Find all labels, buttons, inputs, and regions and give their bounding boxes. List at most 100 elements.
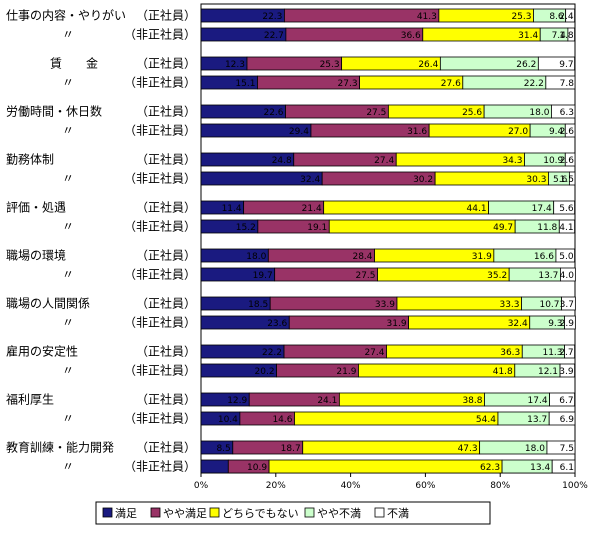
row-group-label: 労働時間・休日数 (6, 104, 102, 119)
bar-segment (323, 200, 490, 215)
data-label: 13.7 (527, 415, 547, 425)
bar-segment (559, 363, 576, 378)
x-tick-label: 100% (562, 481, 588, 491)
row-type-label: （正社員） (136, 392, 196, 407)
data-label: 26.4 (418, 60, 438, 70)
data-label: 25.3 (320, 60, 340, 70)
legend-swatch (102, 507, 113, 518)
data-label: 18.7 (281, 444, 301, 454)
data-label: 25.6 (462, 108, 482, 118)
row-group-label: 〃 (62, 172, 74, 186)
data-label: 27.3 (338, 79, 358, 89)
row-group-label: 職場の環境 (6, 248, 66, 263)
data-label: 2.9 (560, 319, 575, 329)
data-label: 30.3 (526, 175, 546, 185)
data-label: 8.5 (216, 444, 230, 454)
legend-entry: 不満 (387, 507, 409, 520)
legend-swatch (304, 507, 315, 518)
data-label: 11.3 (542, 348, 562, 358)
data-label: 20.2 (255, 367, 275, 377)
row-type-label: （非正社員） (124, 267, 196, 282)
data-label: 27.6 (441, 79, 461, 89)
bar-segment (551, 459, 576, 474)
data-label: 44.1 (467, 204, 487, 214)
row-type-label: （非正社員） (124, 315, 196, 330)
data-label: 9.4 (549, 127, 564, 137)
bar-segment (564, 123, 576, 138)
row-group-label: 〃 (62, 28, 74, 42)
data-label: 41.8 (493, 367, 513, 377)
legend-entry: やや満足 (163, 507, 207, 520)
data-label: 3.9 (559, 367, 574, 377)
data-label: 54.4 (476, 415, 496, 425)
data-label: 22.2 (262, 348, 282, 358)
x-tick-label: 80% (490, 481, 510, 491)
row-group-label: 〃 (62, 316, 74, 330)
bar-segment (200, 459, 229, 474)
data-label: 12.1 (538, 367, 558, 377)
data-label: 33.3 (499, 300, 519, 310)
data-label: 16.6 (534, 252, 554, 262)
data-label: 27.4 (374, 156, 394, 166)
data-label: 14.6 (272, 415, 292, 425)
data-label: 6.9 (560, 415, 575, 425)
data-label: 6.7 (559, 396, 573, 406)
row-group-label: 賃 金 (50, 56, 98, 71)
data-label: 15.2 (236, 223, 256, 233)
row-type-label: （正社員） (136, 344, 196, 359)
row-group-label: 仕事の内容・やりがい (6, 8, 126, 23)
data-label: 62.3 (480, 463, 500, 473)
data-label: 4.1 (559, 223, 573, 233)
data-label: 28.4 (352, 252, 372, 262)
data-label: 7.8 (560, 79, 575, 89)
row-group-label: 評価・処遇 (6, 200, 66, 215)
row-type-label: （正社員） (136, 440, 196, 455)
bar-segment (565, 8, 576, 23)
data-label: 29.4 (289, 127, 309, 137)
data-label: 9.3 (548, 319, 562, 329)
row-type-label: （非正社員） (124, 27, 196, 42)
row-type-label: （非正社員） (124, 75, 196, 90)
data-label: 49.7 (493, 223, 513, 233)
data-label: 6.1 (560, 463, 574, 473)
row-group-label: 〃 (62, 364, 74, 378)
bar-segment (561, 296, 576, 311)
data-label: 1.8 (559, 31, 574, 41)
row-type-label: （正社員） (136, 8, 196, 23)
data-label: 30.2 (413, 175, 433, 185)
data-label: 33.9 (375, 300, 395, 310)
bar-segment (302, 440, 481, 455)
bar-segment (546, 440, 576, 455)
data-label: 6.3 (560, 108, 574, 118)
row-type-label: （正社員） (136, 56, 196, 71)
data-label: 27.5 (355, 271, 375, 281)
data-label: 31.4 (518, 31, 538, 41)
legend-box (95, 501, 491, 525)
data-label: 18.0 (246, 252, 266, 262)
data-label: 21.4 (302, 204, 322, 214)
data-label: 32.4 (300, 175, 320, 185)
bar-segment (358, 363, 516, 378)
data-label: 11.4 (222, 204, 242, 214)
data-label: 12.9 (227, 396, 247, 406)
data-label: 38.8 (462, 396, 482, 406)
data-label: 31.6 (407, 127, 427, 137)
row-group-label: 〃 (62, 268, 74, 282)
legend: 満足 やや満足 どちらでもない やや不満 不満 (95, 501, 491, 525)
bar-segment (564, 152, 576, 167)
data-label: 8.6 (549, 12, 564, 22)
data-label: 41.3 (417, 12, 437, 22)
data-label: 22.6 (263, 108, 283, 118)
data-label: 35.2 (487, 271, 507, 281)
row-group-label: 福利厚生 (6, 392, 54, 407)
bar-segment (545, 75, 576, 90)
legend-swatch (150, 507, 161, 518)
bar-segment (555, 248, 576, 263)
bar-segment (564, 315, 576, 330)
data-label: 5.6 (559, 204, 574, 214)
data-label: 18.5 (248, 300, 268, 310)
data-label: 13.7 (538, 271, 558, 281)
x-tick-label: 0% (194, 481, 209, 491)
data-label: 26.2 (516, 60, 536, 70)
data-label: 12.3 (225, 60, 245, 70)
